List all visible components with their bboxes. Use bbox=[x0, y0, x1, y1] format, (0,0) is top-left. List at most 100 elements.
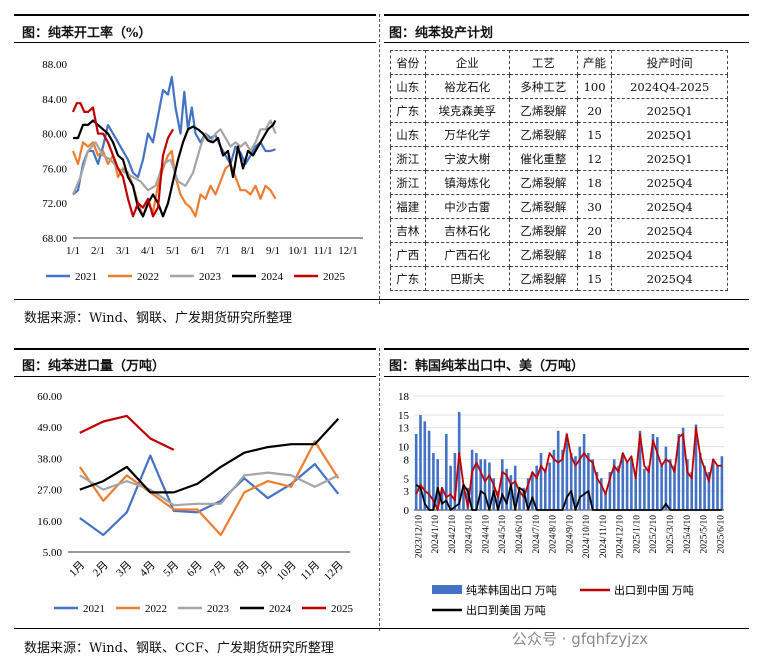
bar bbox=[595, 472, 599, 510]
series-line-2023 bbox=[71, 119, 277, 195]
panel2-title-rule bbox=[384, 42, 749, 43]
panel2-top-rule bbox=[384, 14, 749, 16]
x-tick-label: 2024/4/10 bbox=[481, 515, 491, 554]
table-cell: 宁波大榭 bbox=[424, 146, 510, 171]
table-row: 山东 裕龙石化 多种工艺 100 2024Q4-2025 bbox=[390, 74, 728, 99]
bar bbox=[509, 475, 513, 510]
series-line bbox=[415, 426, 722, 511]
bar bbox=[703, 465, 706, 510]
x-tick-label: 2024/1/10 bbox=[431, 515, 441, 554]
bar bbox=[690, 472, 693, 510]
x-tick-label: 1月 bbox=[67, 559, 87, 579]
x-tick-label: 3/1 bbox=[116, 245, 130, 257]
y-tick-label: 5.00 bbox=[43, 547, 63, 559]
table-cell: 15 bbox=[576, 266, 613, 291]
table-cell: 山东 bbox=[390, 74, 426, 99]
y-tick-label: 68.00 bbox=[42, 233, 67, 245]
series-line-2025 bbox=[71, 102, 174, 218]
table-row: 山东 万华化学 乙烯裂解 15 2025Q1 bbox=[390, 122, 728, 147]
watermark: 公众号 · gfqhfzyjzx bbox=[512, 630, 649, 648]
source-note-top: 数据来源：Wind、钢联、广发期货研究所整理 bbox=[24, 311, 292, 326]
series-line-2024 bbox=[73, 119, 277, 218]
series-line-2025 bbox=[79, 414, 175, 451]
legend-label: 2022 bbox=[145, 603, 167, 615]
table-cell: 中沙古雷 bbox=[424, 194, 510, 219]
bar bbox=[600, 478, 603, 510]
bar bbox=[673, 465, 676, 510]
legend-label: 2025 bbox=[323, 271, 346, 283]
x-tick-label: 12月 bbox=[322, 559, 346, 583]
bar bbox=[479, 459, 482, 510]
bar bbox=[436, 459, 439, 510]
x-tick-label: 1/1 bbox=[66, 245, 80, 257]
panel-divider-top bbox=[379, 14, 380, 304]
legend-label: 2024 bbox=[261, 271, 284, 283]
bar bbox=[561, 449, 564, 510]
table-row: 浙江 镇海炼化 乙烯裂解 18 2025Q4 bbox=[390, 170, 728, 195]
table-header-cell: 企业 bbox=[424, 50, 510, 75]
x-tick-label: 2024/7/10 bbox=[532, 515, 542, 554]
bar bbox=[587, 453, 590, 510]
table-cell: 催化重整 bbox=[508, 146, 578, 171]
x-tick-label: 2025/3/10 bbox=[666, 515, 676, 554]
x-tick-label: 2024/8/10 bbox=[549, 515, 559, 554]
bar bbox=[604, 491, 607, 510]
x-tick-label: 11/1 bbox=[313, 245, 332, 257]
bar bbox=[470, 449, 474, 510]
y-tick-label: 3 bbox=[404, 486, 410, 498]
y-tick-label: 0 bbox=[404, 505, 410, 517]
bar bbox=[630, 459, 633, 510]
series-line bbox=[415, 483, 722, 511]
bar bbox=[423, 421, 427, 510]
bar bbox=[501, 459, 504, 510]
table-cell: 镇海炼化 bbox=[424, 170, 510, 195]
table-cell: 2025Q1 bbox=[611, 122, 728, 147]
operating-rate-chart: 88.00 84.00 80.00 76.00 72.00 68.001/1 2/1 3/1 4… bbox=[42, 59, 363, 283]
bar bbox=[574, 456, 577, 510]
x-tick-label: 3月 bbox=[114, 559, 134, 579]
panel1-title: 图：纯苯开工率（%） bbox=[22, 26, 152, 41]
table-cell: 广东 bbox=[390, 266, 426, 291]
table-header-cell: 投产时间 bbox=[611, 50, 728, 75]
table-cell: 2025Q4 bbox=[611, 242, 728, 267]
panel4-title-rule bbox=[384, 376, 749, 377]
y-tick-label: 5 bbox=[404, 473, 410, 485]
y-tick-label: 15 bbox=[398, 410, 410, 422]
x-tick-label: 5/1 bbox=[166, 245, 180, 257]
x-tick-label: 2023/12/10 bbox=[414, 515, 424, 559]
series-line-2022 bbox=[71, 141, 277, 218]
table-row: 广东 巴斯夫 乙烯裂解 15 2025Q4 bbox=[390, 266, 728, 291]
imports-chart: 60.00 49.00 38.00 27.00 16.00 5.00 1月 2月 3月 4月 5月 6… bbox=[37, 391, 353, 615]
x-tick-label: 7/1 bbox=[216, 245, 230, 257]
table-cell: 2025Q4 bbox=[611, 266, 728, 291]
x-tick-label: 11月 bbox=[299, 559, 323, 583]
bar bbox=[483, 459, 487, 510]
bar bbox=[462, 484, 465, 510]
bar bbox=[526, 478, 530, 510]
table-cell: 100 bbox=[576, 74, 613, 99]
table-row: 福建 中沙古雷 乙烯裂解 30 2025Q4 bbox=[390, 194, 728, 219]
x-tick-label: 2024/3/10 bbox=[465, 515, 475, 554]
bar bbox=[518, 491, 521, 510]
bar bbox=[707, 472, 711, 510]
x-tick-label: 12/1 bbox=[338, 245, 358, 257]
table-cell: 浙江 bbox=[390, 170, 426, 195]
x-tick-label: 8/1 bbox=[241, 245, 255, 257]
y-tick-label: 38.00 bbox=[37, 453, 62, 465]
table-cell: 广西 bbox=[390, 242, 426, 267]
bar bbox=[578, 446, 582, 510]
bar bbox=[419, 415, 422, 510]
y-tick-label: 8 bbox=[404, 454, 410, 466]
panel-divider-bottom bbox=[379, 348, 380, 631]
y-tick-label: 16.00 bbox=[37, 516, 62, 528]
table-cell: 18 bbox=[576, 170, 613, 195]
table-cell: 乙烯裂解 bbox=[508, 218, 578, 243]
bar bbox=[466, 487, 470, 510]
x-tick-label: 8月 bbox=[232, 559, 252, 579]
x-tick-label: 2024/2/10 bbox=[448, 515, 458, 554]
x-tick-label: 2024/6/10 bbox=[515, 515, 525, 554]
table-cell: 乙烯裂解 bbox=[508, 122, 578, 147]
bar bbox=[720, 456, 724, 510]
x-tick-label: 4/1 bbox=[141, 245, 155, 257]
legend-label: 2023 bbox=[199, 271, 222, 283]
